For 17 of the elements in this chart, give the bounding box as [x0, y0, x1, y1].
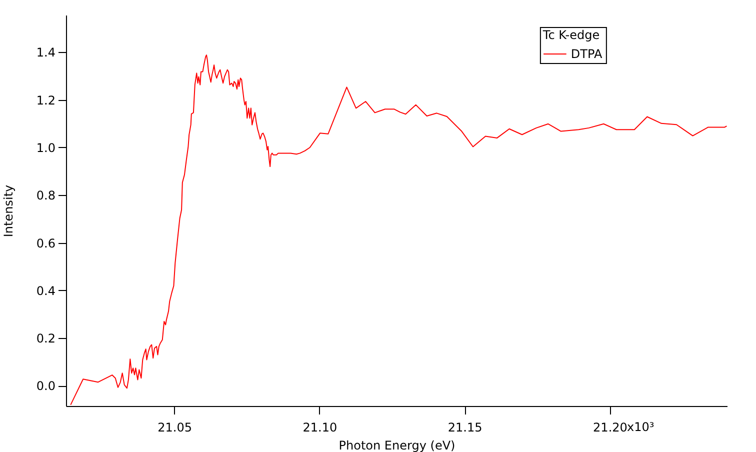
y-tick-label: 1.0: [36, 140, 56, 155]
legend-label: DTPA: [570, 47, 603, 61]
text: x10³: [626, 420, 654, 434]
y-tick-label: 0.6: [36, 236, 56, 250]
y-tick-label: 0.2: [36, 332, 56, 346]
x-tick-label: 21.20: [593, 420, 628, 434]
y-axis-title: Intensity: [1, 184, 16, 238]
x-tick-label: 21.10: [302, 420, 338, 434]
x-tick-label: 21.05: [158, 420, 192, 434]
x-axis-title: Photon Energy (eV): [338, 438, 456, 452]
y-tick-label: 1.2: [36, 93, 56, 108]
y-tick-label: 0.0: [36, 379, 56, 394]
y-tick-label: 0.4: [36, 284, 56, 298]
legend-title: Tc K-edge: [542, 28, 600, 42]
y-tick-label: 0.8: [36, 188, 56, 203]
y-tick-label: 1.4: [36, 46, 56, 60]
x-tick-label: 21.15: [448, 420, 482, 434]
